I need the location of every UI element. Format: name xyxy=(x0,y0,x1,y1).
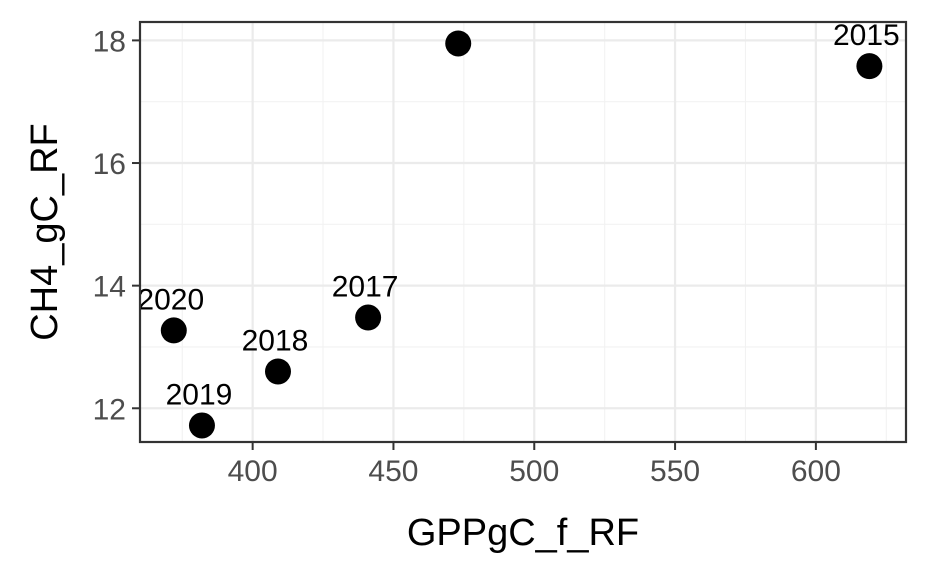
x-tick-label: 400 xyxy=(228,455,278,488)
panel-border xyxy=(138,20,908,444)
y-axis-title: CH4_gC_RF xyxy=(24,123,66,341)
data-point xyxy=(445,30,472,57)
data-point-label: 2020 xyxy=(137,283,204,316)
x-tick-label: 500 xyxy=(509,455,559,488)
point-labels: 2015 2017 2018 2019 2020 xyxy=(137,19,900,411)
x-tick-label: 450 xyxy=(368,455,418,488)
data-point-label: 2015 xyxy=(833,19,900,52)
data-point xyxy=(188,412,215,439)
x-tick-label: 550 xyxy=(650,455,700,488)
y-tick-label: 14 xyxy=(93,271,126,304)
y-axis: 12 14 16 18 xyxy=(93,25,140,426)
data-point xyxy=(264,358,291,385)
y-tick-label: 16 xyxy=(93,148,126,181)
y-tick-label: 12 xyxy=(93,393,126,426)
data-point-label: 2018 xyxy=(242,324,309,357)
data-point-label: 2019 xyxy=(166,378,233,411)
x-axis-title: GPPgC_f_RF xyxy=(407,512,639,554)
x-axis: 400 450 500 550 600 xyxy=(228,442,841,488)
data-points xyxy=(160,30,883,439)
data-point-label: 2017 xyxy=(332,271,399,304)
y-tick-label: 18 xyxy=(93,25,126,58)
data-point xyxy=(160,317,187,344)
x-tick-label: 600 xyxy=(791,455,841,488)
data-point xyxy=(355,304,382,331)
data-point xyxy=(856,53,883,80)
grid xyxy=(140,22,906,442)
